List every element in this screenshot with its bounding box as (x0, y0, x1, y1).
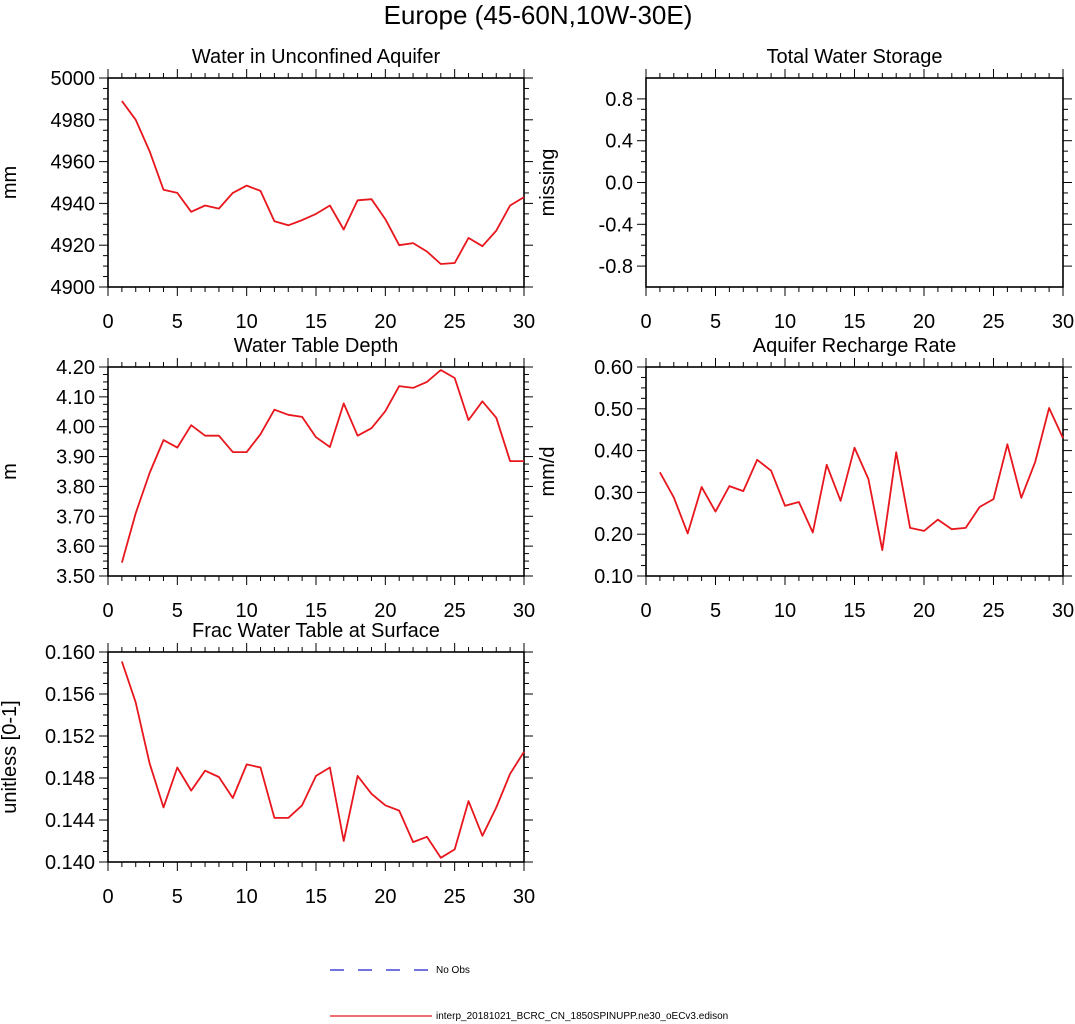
y-tick-label: 0.20 (594, 524, 633, 546)
x-tick-label: 5 (710, 600, 721, 622)
chart-panel-4: Aquifer Recharge Rate mm/d 0 5 10 15 20 25 30 0.1… (537, 335, 1074, 622)
y-axis-label: m (0, 463, 21, 480)
series-line-model (121, 100, 525, 265)
x-tick-label: 10 (236, 311, 258, 333)
y-tick-label: 4.10 (56, 387, 95, 409)
y-tick-label: 0.156 (45, 684, 95, 706)
x-tick-label: 20 (913, 311, 935, 333)
y-tick-label: 0.148 (45, 768, 95, 790)
y-tick-label: 4940 (51, 193, 96, 215)
x-tick-label: 0 (102, 886, 113, 908)
y-axis-label: mm (0, 166, 21, 199)
y-tick-label: 0.30 (594, 482, 633, 504)
y-axis-label: unitless [0-1] (0, 700, 21, 813)
x-tick-label: 25 (982, 311, 1004, 333)
y-tick-label: 5000 (51, 68, 96, 90)
x-tick-label: 30 (513, 600, 535, 622)
y-tick-label: 4.20 (56, 357, 95, 379)
y-tick-label: 3.80 (56, 476, 95, 498)
y-tick-label: 0.50 (594, 399, 633, 421)
x-tick-label: 5 (172, 886, 183, 908)
x-tick-label: 0 (102, 600, 113, 622)
x-tick-label: 25 (444, 886, 466, 908)
y-tick-label: 4960 (51, 152, 96, 174)
legend-obs-label: No Obs (436, 965, 470, 976)
y-tick-label: 0.10 (594, 566, 633, 588)
x-tick-label: 5 (172, 311, 183, 333)
plot-frame (107, 651, 525, 863)
x-tick-label: 30 (1052, 311, 1074, 333)
y-tick-label: -0.8 (599, 256, 633, 278)
chart-title: Frac Water Table at Surface (192, 620, 440, 642)
chart-title: Water Table Depth (234, 335, 399, 357)
x-tick-label: 25 (444, 600, 466, 622)
x-tick-label: 30 (1052, 600, 1074, 622)
legend: No Obs interp_20181021_BCRC_CN_1850SPINU… (330, 965, 728, 1022)
x-tick-label: 15 (305, 600, 327, 622)
y-tick-label: -0.4 (599, 214, 633, 236)
y-tick-label: 4980 (51, 110, 96, 132)
y-tick-label: 0.0 (605, 173, 633, 195)
series-line-model (121, 369, 524, 563)
x-tick-label: 15 (305, 311, 327, 333)
series-line-model (121, 661, 525, 859)
x-tick-label: 15 (843, 311, 865, 333)
y-tick-label: 0.160 (45, 642, 95, 664)
chart-title: Water in Unconfined Aquifer (192, 46, 441, 68)
x-tick-label: 0 (640, 600, 651, 622)
chart-panel-5: Frac Water Table at Surface unitless [0-1… (0, 620, 535, 908)
legend-model-label: interp_20181021_BCRC_CN_1850SPINUPP.ne30… (436, 1011, 728, 1022)
x-tick-label: 25 (982, 600, 1004, 622)
y-axis-label: missing (537, 149, 559, 217)
y-tick-label: 0.152 (45, 726, 95, 748)
chart-panel-1: Water in Unconfined Aquifer mm 0 5 10 15 20 25 3… (0, 46, 535, 333)
y-tick-label: 3.50 (56, 566, 95, 588)
x-tick-label: 10 (236, 886, 258, 908)
x-tick-label: 0 (640, 311, 651, 333)
x-tick-label: 5 (710, 311, 721, 333)
chart-title: Total Water Storage (766, 46, 942, 68)
y-tick-label: 3.90 (56, 447, 95, 469)
figure-title: Europe (45-60N,10W-30E) (384, 0, 693, 30)
y-tick-label: 3.60 (56, 536, 95, 558)
x-tick-label: 20 (374, 311, 396, 333)
x-tick-label: 20 (374, 600, 396, 622)
y-tick-label: 3.70 (56, 506, 95, 528)
x-tick-label: 20 (374, 886, 396, 908)
y-tick-label: 4920 (51, 235, 96, 257)
x-tick-label: 10 (774, 600, 796, 622)
y-tick-label: 0.8 (605, 89, 633, 111)
x-tick-label: 0 (102, 311, 113, 333)
y-tick-label: 0.60 (594, 357, 633, 379)
x-tick-label: 10 (774, 311, 796, 333)
plot-frame (107, 77, 525, 288)
plot-frame (645, 77, 1064, 288)
x-tick-label: 10 (236, 600, 258, 622)
y-tick-label: 0.40 (594, 441, 633, 463)
x-tick-label: 5 (172, 600, 183, 622)
chart-panel-2: Total Water Storage missing 0 5 10 15 20 25 30 -0… (537, 46, 1074, 333)
chart-panel-3: Water Table Depth m 0 5 10 15 20 25 30 3.50 3.60 3.… (0, 335, 535, 622)
x-tick-label: 20 (913, 600, 935, 622)
y-tick-label: 0.4 (605, 131, 633, 153)
x-tick-label: 15 (843, 600, 865, 622)
y-tick-label: 0.140 (45, 852, 95, 874)
y-tick-label: 0.144 (45, 810, 95, 832)
x-tick-label: 30 (513, 311, 535, 333)
series-line-model (659, 407, 1064, 551)
y-tick-label: 4.00 (56, 417, 95, 439)
x-tick-label: 25 (444, 311, 466, 333)
y-tick-label: 4900 (51, 277, 96, 299)
chart-title: Aquifer Recharge Rate (753, 335, 956, 357)
y-axis-label: mm/d (537, 447, 559, 497)
x-tick-label: 15 (305, 886, 327, 908)
x-tick-label: 30 (513, 886, 535, 908)
